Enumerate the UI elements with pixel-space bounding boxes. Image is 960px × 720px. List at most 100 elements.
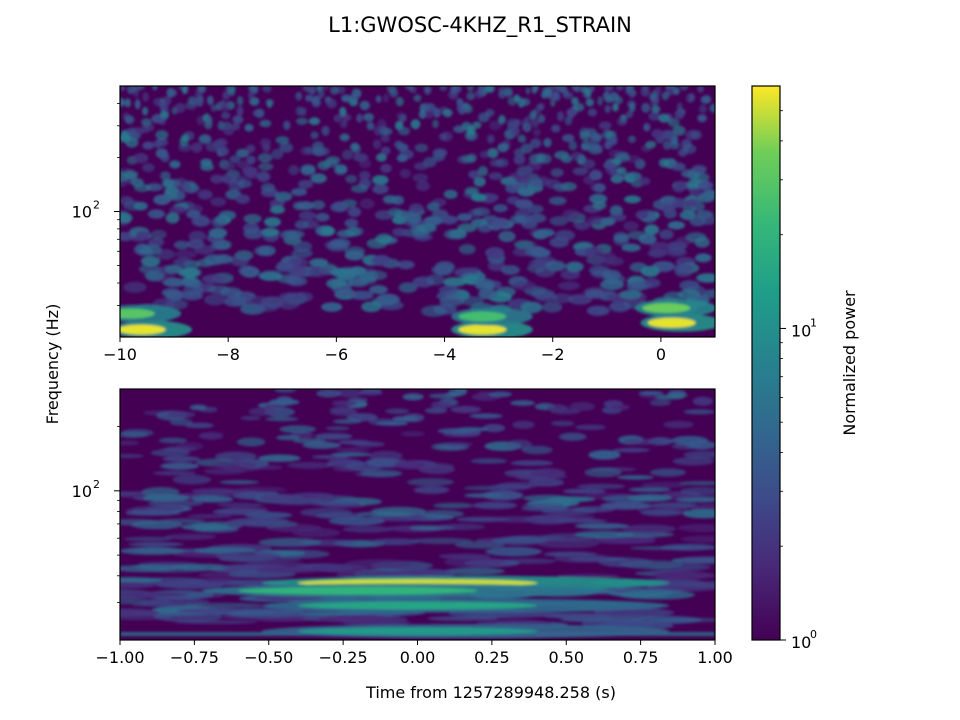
noise-tile [432,148,448,158]
noise-tile [137,86,146,90]
noise-tile [477,86,483,90]
noise-tile [424,216,444,226]
noise-tile [574,530,634,539]
noise-tile [396,154,408,163]
noise-tile [531,86,537,94]
noise-tile [507,97,518,106]
noise-tile [669,244,686,255]
noise-tile [316,500,357,505]
noise-tile [562,209,581,221]
noise-tile [628,103,636,113]
noise-tile [599,252,617,264]
noise-tile [679,86,689,91]
noise-tile [341,94,352,103]
noise-tile [553,183,569,192]
noise-tile [655,86,662,95]
noise-tile [414,162,429,171]
noise-tile [472,121,482,129]
noise-tile [231,122,241,131]
hotspot [120,308,155,319]
noise-tile [626,110,634,119]
noise-tile [152,86,158,91]
noise-tile [530,471,563,477]
noise-tile [350,290,374,300]
noise-tile [432,119,439,129]
noise-tile [685,198,699,207]
noise-tile [696,273,715,283]
noise-tile [692,396,714,406]
noise-tile [424,407,448,414]
colorbar-tick-exponent: 0 [810,628,817,641]
noise-tile [678,581,715,588]
noise-tile [348,397,368,403]
noise-tile [332,419,362,424]
noise-tile [466,125,476,136]
noise-tile [257,153,273,163]
noise-tile [663,420,694,429]
noise-tile [385,408,410,415]
noise-tile [402,393,424,401]
noise-tile [416,180,430,192]
noise-tile [624,195,641,204]
noise-tile [673,263,695,274]
noise-tile [680,535,715,543]
noise-tile [615,96,623,105]
x-tick-label: 0.00 [400,648,436,667]
noise-tile [562,488,606,494]
noise-tile [412,173,429,182]
noise-tile [223,296,247,307]
noise-tile [124,115,135,125]
noise-tile [290,188,308,196]
noise-tile [586,305,610,316]
noise-tile [598,121,612,130]
noise-tile [600,217,616,226]
noise-tile [413,94,422,102]
noise-tile [625,171,642,181]
noise-tile [120,518,161,526]
noise-tile [133,201,148,211]
noise-tile [513,154,526,165]
noise-tile [325,426,350,431]
noise-tile [167,178,181,188]
noise-tile [513,280,536,291]
noise-tile [621,524,676,534]
noise-tile [417,223,437,233]
noise-tile [638,390,664,396]
noise-tile [649,241,671,253]
noise-tile [589,193,608,204]
noise-tile [329,238,351,249]
noise-tile [437,428,471,434]
noise-tile [246,144,256,153]
noise-tile [392,227,408,237]
noise-tile [169,160,181,169]
noise-tile [498,230,516,243]
noise-tile [291,248,313,258]
x-tick-label: 1.00 [697,648,733,667]
noise-tile [186,209,201,219]
noise-tile [304,86,310,93]
noise-tile [158,437,188,444]
noise-tile [182,86,187,95]
noise-tile [260,227,280,237]
noise-tile [492,516,541,523]
noise-tile [352,441,385,448]
noise-tile [536,228,555,238]
noise-tile [141,487,180,497]
noise-tile [202,274,225,284]
noise-tile [529,178,544,187]
noise-tile [589,133,603,144]
noise-tile [394,460,426,470]
noise-tile [333,114,342,123]
noise-tile [231,175,246,185]
y-tick-label: 10 [72,203,92,222]
noise-tile [529,153,543,164]
noise-tile [351,144,362,155]
noise-tile [340,120,348,128]
noise-tile [628,487,671,493]
noise-tile [571,86,581,92]
noise-tile [471,218,487,227]
noise-tile [489,120,502,131]
noise-tile [544,88,552,97]
noise-tile [600,279,625,291]
noise-tile [180,267,202,278]
